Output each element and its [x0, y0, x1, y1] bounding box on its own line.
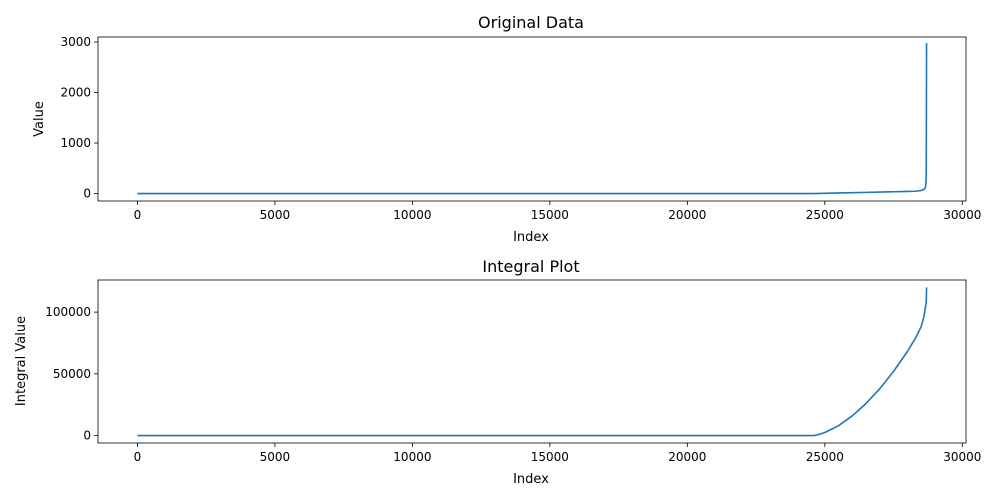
- subplot-integral-plot: Integral Plot Index Integral Value 0 5000…: [14, 257, 981, 487]
- x-tick-label: 30000: [943, 450, 981, 464]
- plot-frame: [97, 279, 967, 444]
- y-tick-label: 0: [83, 429, 91, 443]
- y-axis-label: Integral Value: [14, 316, 29, 406]
- x-tick-label: 20000: [668, 450, 706, 464]
- x-tick-label: 5000: [260, 450, 291, 464]
- y-tick-label: 2000: [60, 86, 91, 100]
- x-tick-label: 0: [134, 208, 142, 222]
- x-tick-label: 5000: [260, 208, 291, 222]
- y-tick-label: 1000: [60, 136, 91, 150]
- x-tick-label: 15000: [531, 208, 569, 222]
- chart-title: Integral Plot: [482, 257, 579, 276]
- series-line: [137, 287, 928, 437]
- x-tick-label: 15000: [531, 450, 569, 464]
- x-tick-label: 20000: [668, 208, 706, 222]
- x-tick-label: 10000: [393, 208, 431, 222]
- x-tick-label: 25000: [806, 208, 844, 222]
- y-axis-label: Value: [32, 101, 47, 137]
- y-tick-label: 0: [83, 187, 91, 201]
- x-tick-label: 0: [134, 450, 142, 464]
- subplot-original-data: Original Data Index Value 0 5000 10000 1500…: [32, 13, 981, 245]
- plot-frame: [97, 36, 967, 202]
- x-tick-label: 10000: [393, 450, 431, 464]
- y-tick-label: 3000: [60, 35, 91, 49]
- series-line: [137, 43, 928, 195]
- x-axis-label: Index: [513, 230, 549, 245]
- x-tick-label: 30000: [943, 208, 981, 222]
- chart-title: Original Data: [478, 13, 584, 32]
- y-tick-label: 50000: [53, 367, 91, 381]
- x-axis-label: Index: [513, 472, 549, 487]
- y-tick-label: 100000: [45, 305, 91, 319]
- x-tick-label: 25000: [806, 450, 844, 464]
